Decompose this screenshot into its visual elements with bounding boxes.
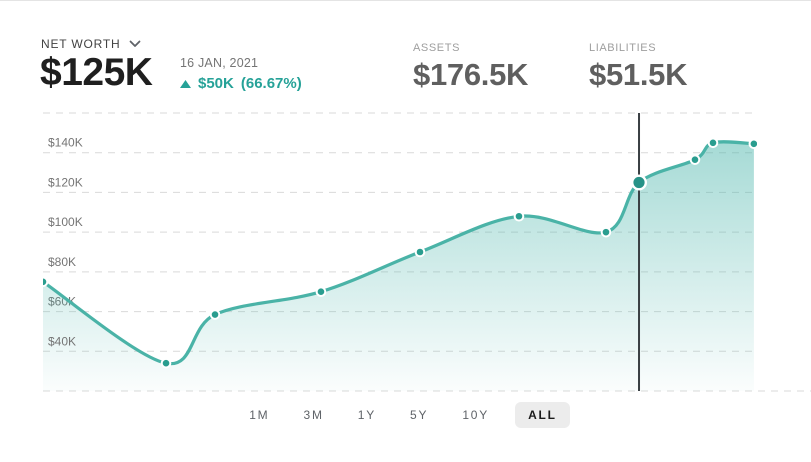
timeframe-button-3m[interactable]: 3M <box>295 402 331 428</box>
data-point[interactable] <box>39 276 49 288</box>
data-point[interactable] <box>748 138 759 150</box>
timeframe-button-1y[interactable]: 1Y <box>350 402 384 428</box>
change-percent: (66.67%) <box>240 75 302 92</box>
net-worth-chart[interactable]: $140K$120K$100K$80K$60K$40K <box>0 101 811 401</box>
data-point[interactable] <box>209 309 221 320</box>
assets-value: $176.5K <box>413 57 529 92</box>
liabilities-value: $51.5K <box>589 57 688 92</box>
timeframe-button-1m[interactable]: 1M <box>241 402 277 428</box>
data-point[interactable] <box>315 286 327 298</box>
assets-label: ASSETS <box>413 42 461 54</box>
net-worth-value: $125K <box>40 51 153 94</box>
timeframe-selector: 1M 3M 1Y 5Y 10Y ALL <box>0 402 811 428</box>
change-amount: $50K <box>198 75 234 92</box>
change-up-icon <box>180 79 191 88</box>
y-axis-label: $140K <box>48 136 83 150</box>
y-axis-label: $40K <box>48 334 76 348</box>
y-axis-label: $100K <box>48 215 83 229</box>
data-point[interactable] <box>513 210 525 222</box>
liabilities-label: LIABILITIES <box>589 42 657 54</box>
data-point[interactable] <box>600 226 612 238</box>
net-worth-selector[interactable]: NET WORTH <box>41 37 141 51</box>
data-point[interactable] <box>414 246 426 258</box>
change-indicator: $50K (66.67%) <box>180 75 302 92</box>
y-axis-label: $120K <box>48 175 83 189</box>
data-point[interactable] <box>160 357 172 369</box>
assets-stat: ASSETS $176.5K <box>413 42 528 90</box>
chevron-down-icon <box>130 40 141 47</box>
timeframe-button-all[interactable]: ALL <box>515 402 570 428</box>
data-point[interactable] <box>707 137 719 149</box>
area-fill <box>43 141 754 391</box>
liabilities-stat: LIABILITIES $51.5K <box>589 42 687 90</box>
timeframe-button-10y[interactable]: 10Y <box>454 402 497 428</box>
y-axis-label: $80K <box>48 255 76 269</box>
net-worth-label: NET WORTH <box>41 37 121 51</box>
selected-data-point[interactable] <box>631 174 648 191</box>
timeframe-button-5y[interactable]: 5Y <box>402 402 436 428</box>
selected-date-label: 16 JAN, 2021 <box>180 56 259 70</box>
data-point[interactable] <box>689 154 701 165</box>
